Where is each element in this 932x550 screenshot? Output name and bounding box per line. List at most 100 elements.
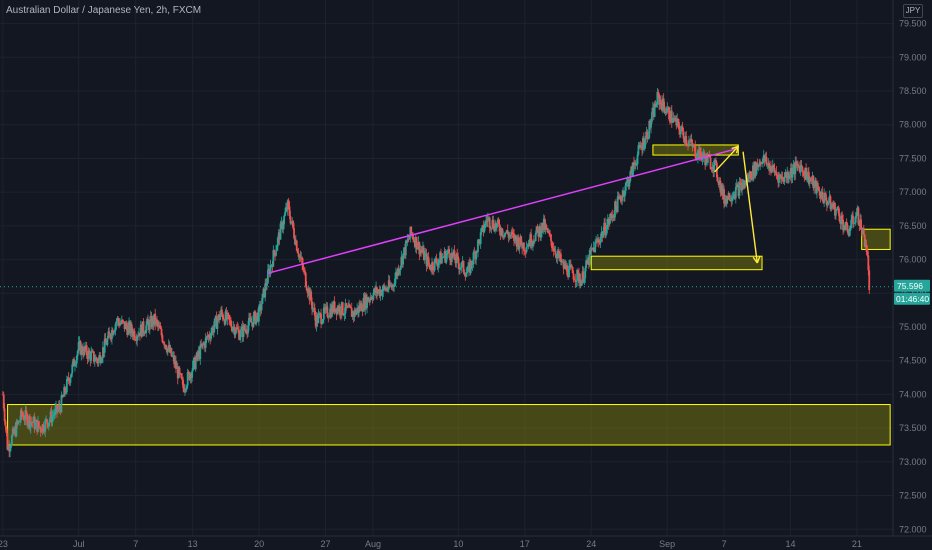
candle-body bbox=[703, 152, 706, 158]
candle-body bbox=[667, 107, 670, 109]
candle-body bbox=[339, 306, 341, 315]
candle-body bbox=[715, 159, 717, 164]
candle-body bbox=[143, 332, 146, 334]
candle-body bbox=[617, 196, 620, 199]
candle-body bbox=[409, 226, 412, 238]
candle-body bbox=[120, 319, 123, 324]
candle-body bbox=[276, 237, 279, 247]
candle-body bbox=[460, 262, 463, 268]
candle-body bbox=[395, 272, 398, 277]
candle-body bbox=[311, 301, 313, 310]
candle-body bbox=[540, 232, 542, 238]
candle-body bbox=[473, 252, 476, 254]
candle-body bbox=[798, 166, 801, 173]
candle-body bbox=[50, 411, 53, 423]
candle-body bbox=[80, 345, 83, 355]
candle-body bbox=[474, 252, 477, 260]
candle-body bbox=[642, 138, 645, 149]
candle-body bbox=[669, 110, 672, 123]
candle-body bbox=[772, 165, 775, 169]
candle-body bbox=[475, 251, 478, 260]
candle-body bbox=[853, 222, 856, 224]
candle-body bbox=[496, 219, 499, 224]
candle-body bbox=[182, 379, 185, 389]
candle-body bbox=[438, 260, 441, 263]
candle-body bbox=[584, 268, 587, 279]
candle-body bbox=[268, 268, 271, 275]
candle-body bbox=[255, 316, 258, 324]
candle-body bbox=[121, 319, 124, 322]
candle-body bbox=[727, 193, 730, 200]
candle-body bbox=[714, 159, 716, 161]
candle-body bbox=[381, 291, 384, 296]
candle-body bbox=[561, 261, 564, 263]
candle-body bbox=[459, 267, 462, 269]
candle-body bbox=[621, 195, 624, 201]
candle-body bbox=[190, 373, 193, 378]
currency-button[interactable]: JPY bbox=[903, 4, 923, 18]
candle-body bbox=[373, 288, 376, 294]
candle-body bbox=[827, 202, 830, 204]
candle-body bbox=[399, 266, 402, 271]
candle-body bbox=[248, 317, 250, 326]
candle-body bbox=[104, 338, 107, 343]
candle-body bbox=[226, 312, 229, 320]
candle-body bbox=[142, 321, 145, 333]
candle-body bbox=[520, 236, 523, 245]
price-tick-label: 76.500 bbox=[899, 221, 927, 231]
candle-body bbox=[743, 180, 746, 186]
candle-body bbox=[783, 176, 786, 182]
candle-body bbox=[574, 279, 577, 283]
zone-right-box bbox=[861, 228, 891, 250]
candle-body bbox=[340, 302, 343, 316]
candle-body bbox=[754, 161, 757, 175]
candle-body bbox=[842, 219, 844, 231]
candle-body bbox=[331, 304, 333, 317]
candle-body bbox=[638, 145, 641, 146]
candle-body bbox=[752, 165, 755, 177]
candle-body bbox=[421, 250, 423, 253]
candle-body bbox=[328, 316, 331, 318]
candle-body bbox=[605, 233, 607, 236]
candle-body bbox=[319, 313, 322, 315]
candle-body bbox=[841, 215, 844, 220]
candle-body bbox=[203, 343, 206, 348]
candle-body bbox=[140, 324, 143, 337]
candle-body bbox=[105, 342, 108, 345]
candle-body bbox=[221, 309, 223, 314]
candle-body bbox=[865, 244, 868, 252]
candle-body bbox=[552, 248, 555, 252]
candle-body bbox=[15, 421, 18, 436]
candle-body bbox=[633, 163, 636, 166]
candle-body bbox=[441, 257, 444, 258]
candle-body bbox=[623, 190, 625, 197]
candle-body bbox=[358, 305, 360, 313]
candle-body bbox=[464, 274, 467, 277]
candle-body bbox=[360, 303, 363, 312]
candle-body bbox=[148, 319, 151, 330]
candle-body bbox=[733, 194, 735, 198]
price-tick-label: 76.000 bbox=[899, 255, 927, 265]
candle-body bbox=[249, 318, 252, 323]
candle-body bbox=[82, 352, 84, 356]
candle-body bbox=[631, 166, 634, 176]
candle-body bbox=[757, 164, 760, 168]
price-tick-label: 77.500 bbox=[899, 153, 927, 163]
candle-body bbox=[326, 306, 329, 317]
candle-body bbox=[426, 256, 429, 267]
candle-body bbox=[576, 270, 579, 281]
candle-body bbox=[601, 232, 604, 238]
candle-body bbox=[423, 254, 426, 261]
candle-body bbox=[168, 345, 171, 353]
candle-body bbox=[156, 319, 158, 323]
candle-body bbox=[281, 222, 284, 230]
candle-body bbox=[817, 189, 820, 191]
candle-body bbox=[380, 290, 383, 296]
candle-body bbox=[639, 145, 642, 148]
candle-body bbox=[511, 231, 514, 234]
symbol-title: Australian Dollar / Japanese Yen, 2h, FX… bbox=[6, 5, 202, 16]
candle-body bbox=[816, 183, 819, 190]
candle-body bbox=[668, 107, 670, 120]
